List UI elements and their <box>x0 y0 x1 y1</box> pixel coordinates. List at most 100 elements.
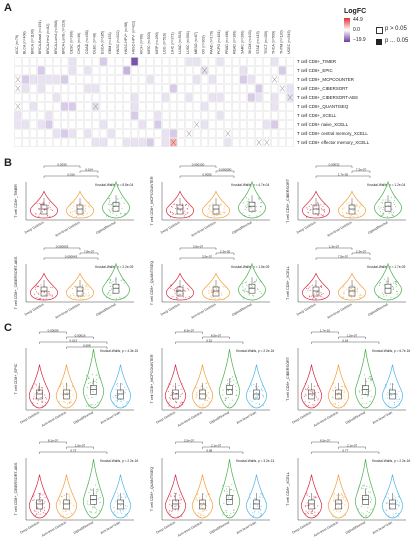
heatmap-cell <box>177 84 185 93</box>
panel-c-1-point <box>121 382 123 384</box>
panel-c-3-point <box>369 375 371 378</box>
heatmap-cell <box>123 75 131 84</box>
panel-c-4-point <box>94 512 96 514</box>
heatmap-cell <box>216 57 224 66</box>
panel-b-1-point <box>72 211 74 213</box>
panel-c-2-point <box>222 389 224 391</box>
panel-c-3-point <box>362 402 364 405</box>
heatmap-cell <box>22 75 30 84</box>
heatmap-cell <box>286 102 294 111</box>
panel-c-3-kw-text: Kruskal-Wallis, p = 6.7e-16 <box>372 349 410 353</box>
heatmap-cell <box>92 93 100 102</box>
panel-b-5-group-label: Diploid/Normal <box>231 302 252 317</box>
panel-b-6-point <box>383 295 385 297</box>
heatmap-cell <box>53 102 61 111</box>
panel-c-5-point <box>200 506 202 508</box>
panel-b-3-point <box>315 205 317 207</box>
panel-b-1-point <box>84 210 86 212</box>
heatmap-col-label: THCA (n=509) <box>272 31 276 54</box>
panel-c-5-point <box>170 496 172 498</box>
heatmap-cell <box>224 138 232 147</box>
panel-b-4-point <box>45 298 47 300</box>
panel-c-6-point <box>388 515 390 517</box>
heatmap-cell <box>146 66 154 75</box>
panel-c-6-point <box>365 515 367 517</box>
panel-c-6-point <box>370 509 372 511</box>
panel-c-6-point <box>392 497 394 499</box>
heatmap-col-label: PCPG (n=181) <box>217 30 221 54</box>
panel-b-4-point <box>48 290 50 293</box>
heatmap-row-label: T cell CD8+_TIMER <box>297 59 336 64</box>
panel-b-2-point <box>248 200 250 202</box>
heatmap-cell <box>29 138 37 147</box>
panel-c-5-point <box>203 510 205 512</box>
panel-c-5-point <box>254 502 256 504</box>
heatmap-cell <box>286 138 294 147</box>
heatmap-cell <box>115 111 123 120</box>
heatmap-cell <box>61 93 69 102</box>
panel-c-3-point <box>389 384 391 386</box>
panel-b-4-ylabel: T cell CD8+_CIBERSORT-ABS <box>14 256 18 309</box>
heatmap-cell <box>169 102 177 111</box>
panel-b-4-point <box>35 291 37 293</box>
panel-c-6-bracket <box>311 441 339 444</box>
panel-c-5-point <box>225 509 227 512</box>
panel-c-4-point <box>91 489 93 491</box>
panel-b-2-point <box>246 207 248 209</box>
panel-b-3-point <box>320 213 322 216</box>
panel-b-1-point <box>80 205 82 207</box>
panel-b-2-point <box>220 203 222 205</box>
heatmap-row-label: T cell CD8+_QUANTISEQ <box>297 104 349 109</box>
heatmap-cell <box>138 75 146 84</box>
panel-c-2-point <box>234 385 237 388</box>
panel-c-3-bracket <box>311 341 380 344</box>
panel-c-4-point <box>126 513 128 515</box>
panel-c-2-point <box>178 384 180 386</box>
heatmap-cell <box>84 93 92 102</box>
heatmap-cell <box>76 84 84 93</box>
panel-c-6-point <box>338 511 340 513</box>
panel-b-1-point <box>120 213 122 215</box>
panel-b-2-point <box>207 214 209 216</box>
panel-c-2-point <box>170 398 172 400</box>
panel-c-1-point <box>61 394 64 396</box>
panel-c-5-point <box>253 516 255 518</box>
panel-b-4-point <box>123 282 125 284</box>
panel-c-1-point <box>45 398 48 400</box>
panel-b-4-point <box>105 296 107 298</box>
panel-c-5-point <box>260 506 262 508</box>
heatmap-cell <box>247 102 255 111</box>
heatmap-cell <box>84 138 92 147</box>
panel-b-6-point <box>395 281 397 283</box>
heatmap-cell <box>115 102 123 111</box>
panel-c-3-point <box>304 401 306 403</box>
panel-b-5-point <box>260 292 262 294</box>
panel-c-2-point <box>205 399 207 402</box>
heatmap-cell <box>278 129 286 138</box>
panel-b-4-point <box>48 292 50 294</box>
heatmap-cell <box>29 75 37 84</box>
panel-c-3-point <box>367 394 369 396</box>
panel-c-3-point <box>307 386 309 389</box>
heatmap-cell <box>154 111 162 120</box>
panel-c-4-point <box>63 498 65 500</box>
panel-c-5-group-label: Arm-level Gain <box>236 520 258 535</box>
heatmap-col-label: CESC (n=306) <box>69 31 73 54</box>
heatmap-cell <box>177 111 185 120</box>
panel-c-2-point <box>255 385 257 387</box>
panel-c-4-point <box>70 512 72 514</box>
panel-b-2-point <box>219 213 221 215</box>
panel-c-1-point <box>69 396 71 398</box>
panel-b-3-point <box>356 203 358 205</box>
panel-b-5-point <box>211 296 213 298</box>
panel-c-1-point <box>72 386 74 388</box>
panel-b-1-point <box>49 216 51 218</box>
panel-b-2-point <box>247 206 249 208</box>
panel-b-1-point <box>36 203 38 205</box>
panel-b-2-point <box>208 205 210 207</box>
panel-c-2-point <box>258 404 260 406</box>
panel-c-5-point <box>174 495 176 497</box>
panel-b-5-violin <box>237 262 267 301</box>
panel-c-3-point <box>387 392 389 394</box>
panel-c-6-point <box>304 505 306 507</box>
